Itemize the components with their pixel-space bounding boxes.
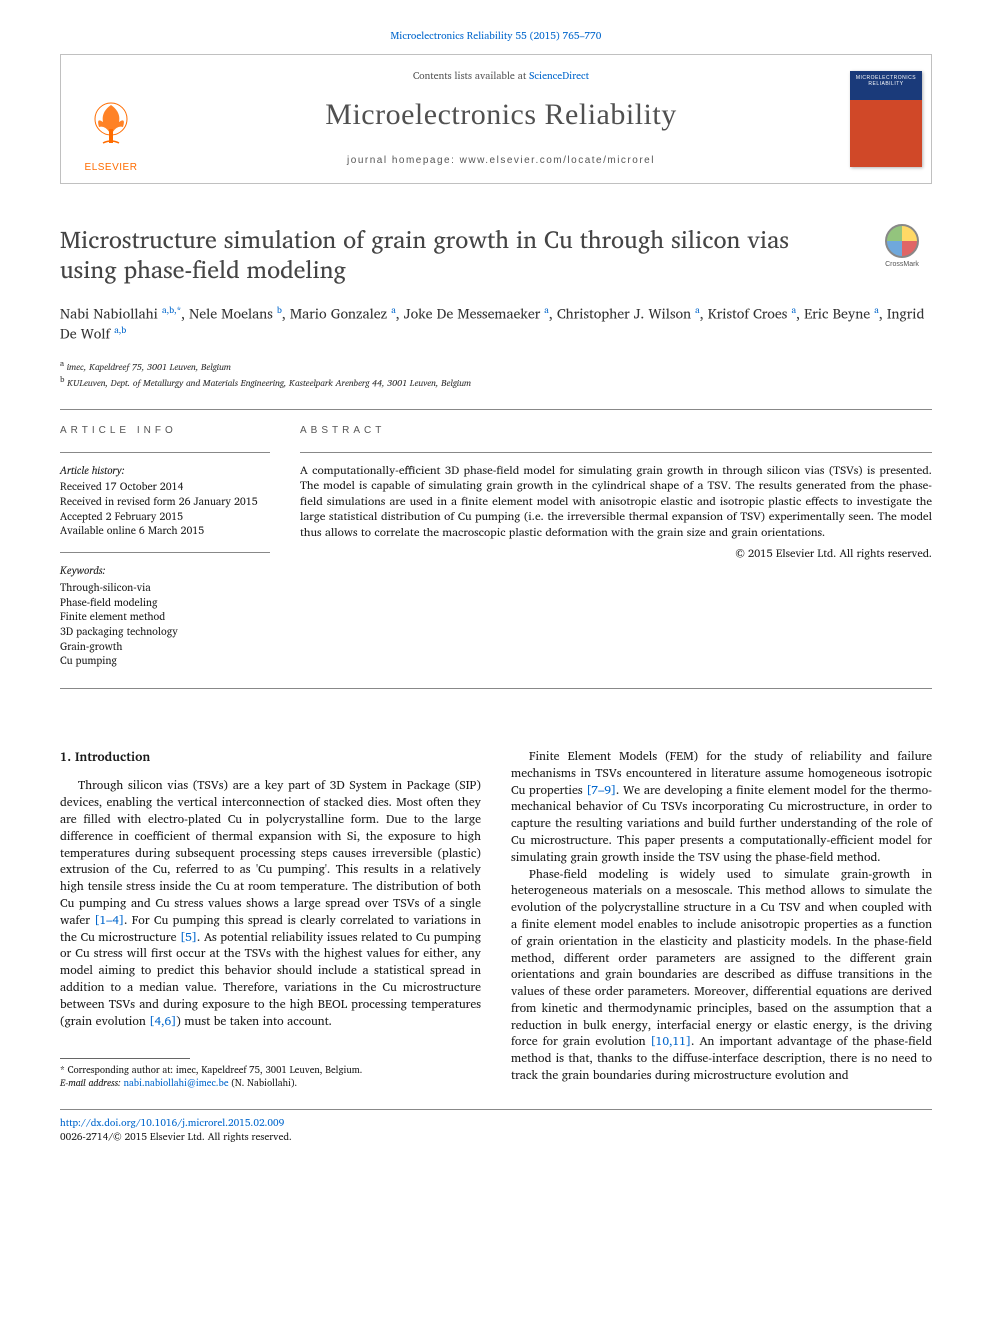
section-heading: 1. Introduction [60, 749, 481, 767]
email-suffix: (N. Nabiollahi). [228, 1076, 297, 1091]
elsevier-label: ELSEVIER [85, 161, 138, 175]
journal-homepage: journal homepage: www.elsevier.com/locat… [347, 154, 655, 168]
crossmark-badge[interactable]: CrossMark [872, 224, 932, 269]
footnote-rule [60, 1058, 190, 1059]
contents-text: Contents lists available at [413, 68, 529, 84]
article-title: Microstructure simulation of grain growt… [60, 224, 852, 284]
p3-text-a: Phase-field modeling is widely used to s… [511, 865, 932, 1052]
cover-title: MICROELECTRONICS RELIABILITY [854, 75, 918, 89]
abstract-text: A computationally-efficient 3D phase-fie… [300, 463, 932, 541]
p1-text-d: ) must be taken into account. [176, 1012, 332, 1031]
info-label: ARTICLE INFO [60, 424, 270, 438]
intro-paragraph-3: Phase-field modeling is widely used to s… [511, 867, 932, 1085]
elsevier-tree-icon [81, 97, 141, 157]
citation-link[interactable]: Microelectronics Reliability 55 (2015) 7… [391, 28, 602, 44]
history-head: Article history: [60, 463, 270, 478]
p1-text-a: Through silicon vias (TSVs) are a key pa… [60, 776, 481, 929]
footer-rule [60, 1109, 932, 1110]
ref-link[interactable]: [4,6] [149, 1012, 176, 1031]
keyword-lines: Through-silicon-viaPhase-field modelingF… [60, 580, 270, 668]
abstract-rule [300, 452, 932, 453]
crossmark-icon [885, 224, 919, 258]
abstract-label: ABSTRACT [300, 424, 932, 438]
citation-line: Microelectronics Reliability 55 (2015) 7… [60, 30, 932, 44]
crossmark-label: CrossMark [885, 260, 919, 269]
intro-paragraph-2: Finite Element Models (FEM) for the stud… [511, 749, 932, 867]
rule-bottom [60, 688, 932, 689]
issn-line: 0026-2714/© 2015 Elsevier Ltd. All right… [60, 1129, 292, 1145]
elsevier-logo-block: ELSEVIER [61, 55, 161, 183]
sciencedirect-link[interactable]: ScienceDirect [529, 68, 589, 84]
history-lines: Received 17 October 2014Received in revi… [60, 479, 270, 538]
body-column-right: Finite Element Models (FEM) for the stud… [511, 749, 932, 1091]
email-label: E-mail address: [60, 1076, 124, 1091]
body-column-left: 1. Introduction Through silicon vias (TS… [60, 749, 481, 1091]
intro-paragraph-1: Through silicon vias (TSVs) are a key pa… [60, 778, 481, 1030]
contents-line: Contents lists available at ScienceDirec… [413, 70, 589, 84]
affiliations: a imec, Kapeldreef 75, 3001 Leuven, Belg… [60, 358, 932, 389]
info-rule-2 [60, 552, 270, 553]
footnote-block: * Corresponding author at: imec, Kapeldr… [60, 1065, 481, 1091]
footer-block: http://dx.doi.org/10.1016/j.microrel.201… [60, 1116, 932, 1144]
journal-header: ELSEVIER Contents lists available at Sci… [60, 54, 932, 184]
email-link[interactable]: nabi.nabiollahi@imec.be [124, 1076, 229, 1091]
header-center: Contents lists available at ScienceDirec… [161, 55, 841, 183]
info-rule-1 [60, 452, 270, 453]
rule-top [60, 409, 932, 410]
cover-thumb: MICROELECTRONICS RELIABILITY [841, 55, 931, 183]
keywords-head: Keywords: [60, 563, 270, 578]
abstract-column: ABSTRACT A computationally-efficient 3D … [300, 424, 932, 668]
cover-image: MICROELECTRONICS RELIABILITY [850, 71, 922, 167]
authors-line: Nabi Nabiollahi a,b,*, Nele Moelans b, M… [60, 304, 932, 345]
journal-name: Microelectronics Reliability [325, 95, 676, 136]
abstract-copyright: © 2015 Elsevier Ltd. All rights reserved… [300, 546, 932, 561]
email-line: E-mail address: nabi.nabiollahi@imec.be … [60, 1078, 481, 1091]
article-info-column: ARTICLE INFO Article history: Received 1… [60, 424, 270, 668]
